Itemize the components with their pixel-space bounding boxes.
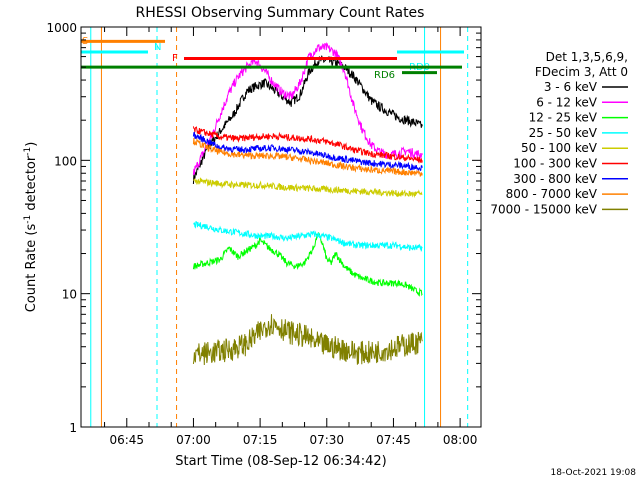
legend-header-line-1: Det 1,3,5,6,9, bbox=[546, 50, 628, 64]
y-tick-label: 100 bbox=[54, 154, 77, 168]
legend: Det 1,3,5,6,9, FDecim 3, Att 0 3 - 6 keV… bbox=[490, 50, 628, 216]
series-line bbox=[192, 131, 423, 173]
generation-timestamp: 18-Oct-2021 19:08 bbox=[551, 468, 637, 478]
flag-label: S bbox=[82, 36, 88, 47]
legend-header-line-2: FDecim 3, Att 0 bbox=[535, 65, 628, 79]
legend-item-label: 50 - 100 keV bbox=[521, 141, 598, 155]
legend-item-label: 300 - 800 keV bbox=[513, 172, 597, 186]
y-tick-label: 10 bbox=[62, 288, 77, 302]
legend-item-label: 25 - 50 keV bbox=[529, 126, 598, 140]
legend-item-label: 12 - 25 keV bbox=[529, 111, 598, 125]
flag-label: RD6 bbox=[374, 70, 395, 81]
x-tick-label: 07:45 bbox=[376, 433, 411, 447]
series-line bbox=[193, 177, 423, 199]
legend-item-label: 6 - 12 keV bbox=[536, 95, 598, 109]
y-tick-label: 1 bbox=[69, 421, 77, 435]
x-tick-label: 07:15 bbox=[243, 433, 278, 447]
plot-frame bbox=[80, 26, 482, 428]
legend-item-label: 7000 - 15000 keV bbox=[490, 202, 597, 216]
flag-label: N bbox=[154, 42, 161, 53]
series-line bbox=[193, 221, 423, 252]
series-line bbox=[192, 137, 423, 177]
y-tick-label: 1000 bbox=[46, 21, 77, 35]
chart-title: RHESSI Observing Summary Count Rates bbox=[136, 5, 425, 21]
x-tick-label: 06:45 bbox=[109, 433, 144, 447]
flag-label: F bbox=[172, 53, 178, 64]
x-tick-label: 08:00 bbox=[443, 433, 478, 447]
y-axis-label: Count Rate (s-1 detector-1) bbox=[23, 142, 39, 313]
x-tick-label: 07:00 bbox=[176, 433, 211, 447]
x-axis-label: Start Time (08-Sep-12 06:34:42) bbox=[175, 454, 386, 469]
series-line bbox=[192, 232, 423, 297]
series-line bbox=[192, 54, 423, 185]
series-line bbox=[192, 314, 423, 366]
legend-item-label: 800 - 7000 keV bbox=[506, 187, 598, 201]
legend-item-label: 3 - 6 keV bbox=[544, 80, 598, 94]
series-line bbox=[192, 126, 423, 164]
legend-item-label: 100 - 300 keV bbox=[513, 157, 597, 171]
x-tick-label: 07:30 bbox=[309, 433, 344, 447]
